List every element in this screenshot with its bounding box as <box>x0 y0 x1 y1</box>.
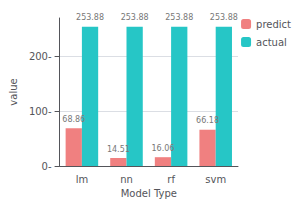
svg-text:253.88: 253.88 <box>210 13 238 22</box>
svg-text:Model Type: Model Type <box>121 188 177 199</box>
svg-text:rf: rf <box>167 174 175 185</box>
svg-text:14.51: 14.51 <box>107 145 130 154</box>
svg-text:200-: 200- <box>29 51 52 62</box>
svg-text:253.88: 253.88 <box>121 13 149 22</box>
svg-text:lm: lm <box>76 174 89 185</box>
svg-text:nn: nn <box>120 174 133 185</box>
svg-text:253.88: 253.88 <box>76 13 104 22</box>
svg-text:253.88: 253.88 <box>165 13 193 22</box>
svg-text:svm: svm <box>205 174 226 185</box>
svg-text:predict: predict <box>256 19 291 30</box>
svg-text:66.18: 66.18 <box>196 116 219 125</box>
svg-text:0-: 0- <box>42 161 52 172</box>
svg-text:100-: 100- <box>29 106 52 117</box>
svg-text:16.06: 16.06 <box>152 144 175 153</box>
svg-text:value: value <box>8 78 19 105</box>
svg-text:68.86: 68.86 <box>62 115 85 124</box>
svg-text:actual: actual <box>256 37 287 48</box>
